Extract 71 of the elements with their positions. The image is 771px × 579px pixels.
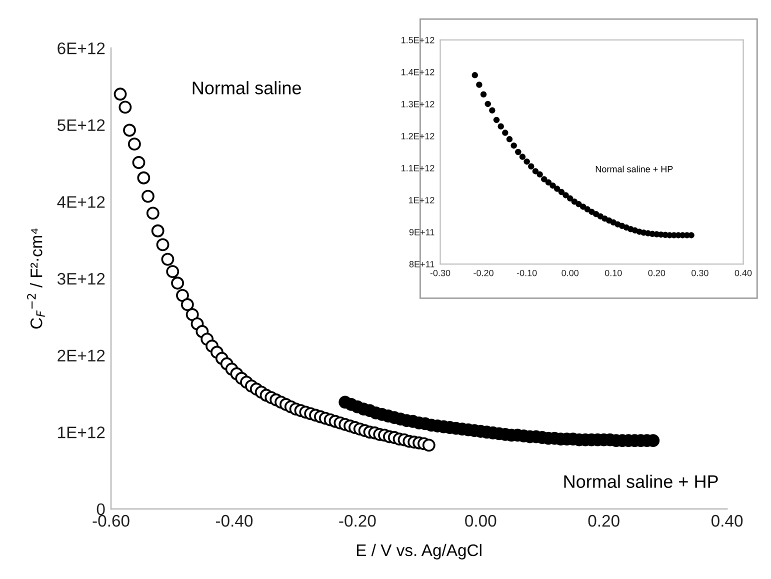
point: [576, 201, 582, 208]
y-tick-label: 0: [96, 503, 105, 516]
point: [580, 204, 586, 210]
point: [618, 222, 626, 230]
x-tick-label: 0.00: [465, 514, 496, 527]
point: [562, 192, 569, 198]
point: [498, 123, 504, 130]
point: [472, 72, 478, 78]
point: [506, 136, 513, 142]
x-tick-label: 0.30: [692, 270, 708, 276]
y-tick-label: 1E+12: [409, 196, 434, 204]
x-tick-label: 0.40: [711, 514, 743, 527]
point: [493, 116, 500, 124]
y-tick-label: 1.3E+12: [401, 100, 434, 108]
annotation: Normal saline + HP: [564, 474, 718, 488]
point: [502, 130, 508, 136]
point: [628, 226, 634, 232]
point: [528, 163, 534, 170]
point: [541, 176, 548, 182]
point: [592, 210, 600, 218]
point: [558, 188, 565, 196]
y-tick-label: 1E+12: [58, 426, 105, 438]
x-tick-label: -0.60: [92, 514, 130, 527]
y-tick-label: 8E+11: [409, 260, 434, 268]
point: [489, 107, 496, 114]
x-tick-label: 0.10: [604, 270, 622, 276]
point: [476, 82, 482, 88]
point: [480, 91, 487, 98]
y-tick-label: 5E+12: [57, 119, 105, 132]
point: [550, 182, 556, 189]
y-tick-label: 3E+12: [57, 272, 105, 285]
point: [614, 221, 621, 228]
annotation: Normal saline: [192, 81, 301, 94]
point: [610, 219, 617, 226]
point: [536, 171, 543, 178]
point: [566, 195, 574, 202]
x-tick-label: -0.30: [430, 270, 450, 276]
y-tick-label: 6E+12: [58, 42, 105, 54]
point: [484, 100, 491, 108]
x-tick-label: -0.40: [216, 514, 253, 527]
x-tick-label: 0.00: [562, 270, 579, 276]
y-tick-label: 1.2E+12: [401, 132, 434, 140]
point: [602, 215, 608, 222]
point: [632, 227, 638, 234]
y-tick-label: 1.5E+12: [401, 36, 434, 44]
x-tick-label: 0.40: [734, 270, 752, 276]
point: [532, 168, 539, 174]
point: [515, 148, 522, 156]
point: [588, 208, 595, 215]
point: [524, 158, 530, 165]
y-axis-title: C$_{F}$$^{−2}$ / F²·cm⁴: [27, 228, 45, 329]
y-tick-label: 9E+11: [409, 228, 434, 236]
point: [571, 198, 578, 205]
point: [606, 217, 612, 224]
x-tick-label: 0.20: [648, 270, 666, 276]
y-tick-label: 4E+12: [57, 196, 105, 208]
point: [519, 154, 526, 160]
point: [584, 206, 591, 212]
point: [510, 142, 517, 149]
x-tick-label: -0.20: [474, 270, 494, 276]
point: [545, 179, 552, 186]
y-tick-label: 2E+12: [58, 350, 105, 362]
x-tick-label: 0.20: [588, 514, 620, 527]
x-tick-label: -0.10: [516, 270, 537, 276]
x-axis-title: E / V vs. Ag/AgCl: [356, 544, 482, 560]
y-tick-label: 1.4E+12: [401, 68, 434, 76]
point: [597, 213, 604, 220]
x-tick-label: -0.20: [339, 514, 376, 527]
y-tick-label: 1.1E+12: [401, 164, 434, 172]
point: [554, 186, 560, 192]
annotation: Normal saline + HP: [596, 166, 673, 172]
